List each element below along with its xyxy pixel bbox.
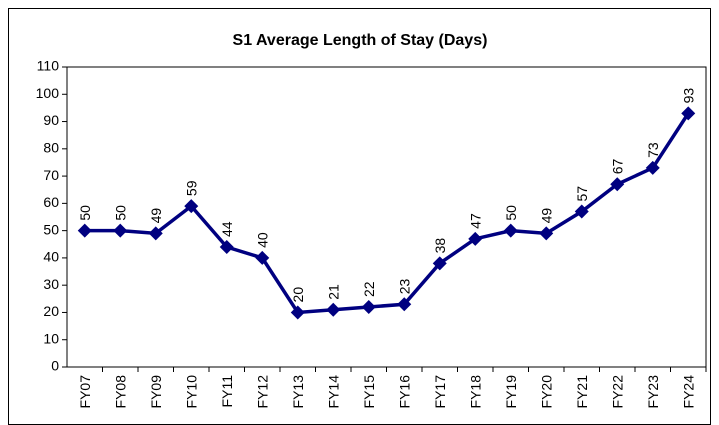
- y-tick-label: 60: [43, 194, 59, 210]
- point-marker: [610, 177, 625, 192]
- point-marker: [432, 256, 447, 271]
- y-tick-label: 90: [43, 112, 59, 128]
- data-label: 40: [254, 232, 270, 248]
- data-label: 73: [645, 142, 661, 158]
- y-tick-label: 50: [43, 221, 59, 237]
- x-tick-label: FY23: [645, 375, 661, 409]
- x-tick-label: FY11: [219, 375, 235, 408]
- point-marker: [645, 160, 660, 175]
- x-tick-label: FY08: [112, 375, 128, 409]
- point-marker: [255, 250, 270, 265]
- x-tick-label: FY22: [609, 375, 625, 409]
- series-line: [84, 112, 690, 315]
- data-label: 57: [574, 186, 590, 202]
- y-tick-label: 20: [43, 303, 59, 319]
- point-marker: [468, 231, 483, 246]
- point-marker: [574, 204, 589, 219]
- x-tick-label: FY07: [77, 375, 93, 409]
- point-marker: [539, 226, 554, 241]
- chart-frame: [8, 8, 711, 425]
- y-tick-label: 0: [51, 358, 59, 374]
- data-label: 67: [609, 158, 625, 174]
- x-tick-label: FY16: [396, 375, 412, 409]
- x-tick-label: FY12: [254, 375, 270, 409]
- data-label: 50: [503, 205, 519, 221]
- data-label: 50: [112, 205, 128, 221]
- x-tick-label: FY13: [290, 375, 306, 409]
- x-tick-label: FY14: [325, 375, 341, 409]
- x-tick-label: FY20: [538, 375, 554, 409]
- data-label: 23: [396, 278, 412, 294]
- point-marker: [361, 300, 376, 314]
- data-label: 20: [290, 287, 306, 303]
- y-tick-label: 100: [36, 85, 60, 101]
- x-tick-label: FY09: [148, 375, 164, 409]
- x-tick-label: FY17: [432, 375, 448, 409]
- point-marker: [397, 297, 412, 312]
- data-label: 21: [325, 284, 341, 300]
- x-tick-label: FY24: [680, 375, 696, 409]
- y-tick-label: 40: [43, 249, 59, 265]
- x-tick-label: FY19: [503, 375, 519, 409]
- point-marker: [326, 302, 341, 317]
- data-label: 22: [361, 281, 377, 297]
- x-tick-label: FY10: [183, 375, 199, 409]
- data-label: 47: [467, 213, 483, 229]
- data-label: 59: [183, 180, 199, 196]
- data-label: 44: [219, 221, 235, 237]
- data-label: 50: [77, 205, 93, 221]
- x-tick-label: FY21: [574, 375, 590, 409]
- point-marker: [681, 106, 696, 121]
- point-marker: [113, 223, 128, 238]
- point-marker: [219, 240, 234, 254]
- point-marker: [77, 223, 92, 238]
- point-marker: [184, 199, 199, 214]
- point-marker: [290, 305, 305, 320]
- y-tick-label: 70: [43, 167, 59, 183]
- data-label: 38: [432, 238, 448, 254]
- x-tick-label: FY18: [467, 375, 483, 409]
- data-label: 49: [148, 208, 164, 224]
- point-marker: [148, 226, 163, 241]
- point-marker: [503, 223, 518, 238]
- y-tick-label: 110: [37, 58, 60, 74]
- y-tick-label: 30: [43, 276, 59, 292]
- data-label: 49: [538, 208, 554, 224]
- y-tick-label: 80: [43, 140, 59, 156]
- y-tick-label: 10: [43, 330, 59, 346]
- x-tick-label: FY15: [361, 375, 377, 409]
- data-label: 93: [680, 88, 696, 104]
- chart-title: S1 Average Length of Stay (Days): [233, 32, 488, 49]
